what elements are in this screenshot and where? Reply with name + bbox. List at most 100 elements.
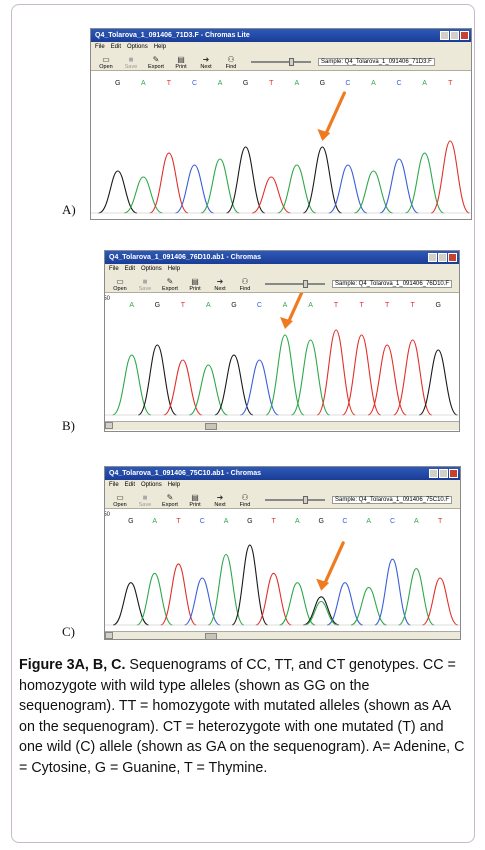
base-position-label: 150	[105, 296, 111, 302]
horizontal-scrollbar[interactable]	[105, 421, 459, 430]
menu-options[interactable]: Options	[141, 266, 162, 272]
scroll-thumb[interactable]	[205, 633, 217, 639]
close-button[interactable]	[460, 31, 469, 40]
chromatogram-svg: A G T A G C A A T T T T G 150	[105, 293, 459, 416]
base-call-A: A	[152, 518, 157, 525]
open-label: Open	[99, 64, 113, 70]
scroll-left-arrow[interactable]	[105, 632, 113, 639]
base-call-C: C	[257, 302, 262, 309]
window-title: Q4_Tolarova_1_091406_75C10.ab1 - Chromas	[109, 470, 262, 477]
find-button[interactable]: ⚇ Find	[234, 277, 256, 293]
export-icon: ✎	[166, 277, 174, 286]
print-label: Print	[189, 502, 201, 508]
horizontal-scrollbar[interactable]	[105, 631, 460, 639]
base-call-A: A	[218, 80, 223, 87]
menu-options[interactable]: Options	[127, 44, 148, 50]
peak-C	[240, 359, 279, 416]
title-bar: Q4_Tolarova_1_091406_76D10.ab1 - Chromas	[105, 251, 459, 264]
base-call-T: T	[176, 518, 181, 525]
base-call-C: C	[192, 80, 197, 87]
caption-text: Sequenograms of CC, TT, and CT genotypes…	[19, 657, 465, 776]
base-call-A: A	[422, 80, 427, 87]
maximize-button[interactable]	[439, 469, 448, 478]
binoculars-icon: ⚇	[241, 277, 249, 286]
menu-options[interactable]: Options	[141, 482, 162, 488]
zoom-slider[interactable]	[265, 280, 325, 288]
close-button[interactable]	[449, 469, 458, 478]
next-button[interactable]: ➜ Next	[195, 56, 217, 71]
toolbar: ▭ Open ■ Save ✎ Export ▤ Print ➜ Next ⚇ Find S…	[91, 52, 471, 71]
panel-label-a: A)	[62, 202, 76, 217]
peak-A	[136, 572, 173, 626]
scroll-left-arrow[interactable]	[105, 422, 113, 429]
binoculars-icon: ⚇	[241, 493, 249, 502]
menu-help[interactable]: Help	[167, 266, 181, 272]
binoculars-icon: ⚇	[227, 55, 235, 64]
peak-A	[112, 354, 152, 416]
peak-A	[398, 568, 435, 626]
menu-edit[interactable]: Edit	[124, 266, 136, 272]
export-button[interactable]: ✎ Export	[159, 277, 181, 293]
peak-A	[291, 339, 330, 416]
find-button[interactable]: ⚇ Find	[220, 55, 242, 71]
disk-icon: ■	[142, 493, 148, 502]
menu-file[interactable]: File	[109, 266, 119, 272]
scroll-thumb[interactable]	[205, 423, 217, 430]
open-button[interactable]: ▭ Open	[109, 278, 131, 293]
zoom-slider[interactable]	[265, 496, 325, 504]
base-call-T: T	[167, 80, 172, 87]
menu-file[interactable]: File	[109, 482, 119, 488]
slider-knob[interactable]	[303, 496, 308, 504]
close-button[interactable]	[448, 253, 457, 262]
minimize-button[interactable]	[440, 31, 449, 40]
print-button[interactable]: ▤ Print	[184, 494, 206, 509]
peak-C	[184, 577, 221, 626]
zoom-slider[interactable]	[251, 58, 311, 66]
menu-edit[interactable]: Edit	[110, 44, 122, 50]
slider-knob[interactable]	[289, 58, 294, 66]
export-button[interactable]: ✎ Export	[145, 55, 167, 71]
peak-C	[175, 164, 214, 214]
open-button[interactable]: ▭ Open	[95, 55, 117, 71]
minimize-button[interactable]	[429, 469, 438, 478]
next-button[interactable]: ➜ Next	[209, 494, 231, 509]
peak-A	[200, 158, 240, 214]
save-button[interactable]: ■ Save	[120, 56, 142, 71]
next-label: Next	[214, 502, 226, 508]
print-button[interactable]: ▤ Print	[184, 278, 206, 293]
base-call-T: T	[359, 302, 364, 309]
peak-T	[255, 572, 292, 626]
menu-file[interactable]: File	[95, 44, 105, 50]
menu-edit[interactable]: Edit	[124, 482, 136, 488]
menu-help[interactable]: Help	[153, 44, 167, 50]
export-icon: ✎	[166, 493, 174, 502]
base-call-T: T	[334, 302, 339, 309]
save-button[interactable]: ■ Save	[134, 278, 156, 293]
save-button[interactable]: ■ Save	[134, 493, 156, 509]
base-call-T: T	[269, 80, 274, 87]
base-call-G: G	[320, 80, 325, 87]
find-button[interactable]: ⚇ Find	[234, 493, 256, 509]
export-icon: ✎	[152, 55, 160, 64]
figure-caption: Figure 3A, B, C. Sequenograms of CC, TT,…	[19, 655, 469, 778]
peak-A	[277, 164, 317, 214]
slider-knob[interactable]	[303, 280, 308, 288]
export-label: Export	[162, 286, 178, 292]
base-call-T: T	[411, 302, 416, 309]
save-label: Save	[138, 286, 152, 292]
title-bar: Q4_Tolarova_1_091406_71D3.F - Chromas Li…	[91, 29, 471, 42]
print-button[interactable]: ▤ Print	[170, 56, 192, 71]
window-title: Q4_Tolarova_1_091406_71D3.F - Chromas Li…	[95, 32, 250, 39]
minimize-button[interactable]	[428, 253, 437, 262]
menu-help[interactable]: Help	[167, 482, 181, 488]
base-call-C: C	[200, 518, 205, 525]
base-call-G: G	[247, 518, 252, 525]
next-button[interactable]: ➜ Next	[209, 278, 231, 293]
folder-icon: ▭	[102, 55, 110, 64]
peak-G	[303, 596, 340, 626]
open-button[interactable]: ▭ Open	[109, 494, 131, 509]
export-button[interactable]: ✎ Export	[159, 493, 181, 509]
maximize-button[interactable]	[438, 253, 447, 262]
maximize-button[interactable]	[450, 31, 459, 40]
peak-T	[367, 344, 407, 416]
